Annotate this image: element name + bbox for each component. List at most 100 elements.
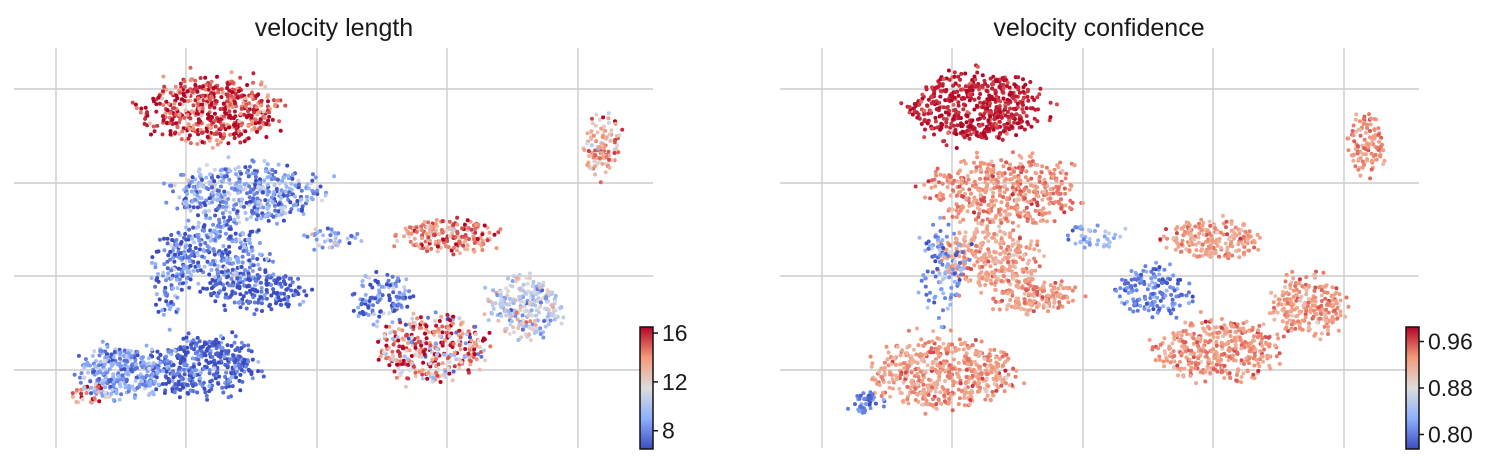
data-point [222, 354, 227, 359]
data-point [968, 92, 973, 97]
data-point [992, 232, 997, 236]
data-point [1008, 172, 1013, 176]
data-point [182, 266, 187, 271]
data-point [429, 350, 434, 355]
data-point [239, 171, 243, 176]
data-point [921, 273, 926, 278]
data-point [516, 326, 521, 330]
data-point [473, 324, 478, 329]
data-point [952, 259, 957, 264]
data-point [241, 232, 245, 236]
data-point [933, 274, 938, 279]
data-point [204, 393, 209, 398]
data-point [1068, 182, 1073, 187]
data-point [985, 275, 990, 280]
data-point [999, 158, 1004, 163]
data-point [236, 89, 241, 94]
data-point [276, 276, 281, 281]
data-point [406, 336, 411, 341]
data-point [1053, 280, 1058, 285]
data-point [256, 120, 261, 125]
data-point [1010, 242, 1015, 247]
data-point [979, 198, 984, 203]
data-point [208, 180, 213, 185]
data-point [248, 241, 252, 246]
data-point [117, 397, 122, 402]
data-point [403, 288, 408, 293]
data-point [440, 361, 445, 366]
data-point [178, 81, 183, 86]
data-point [231, 207, 236, 212]
data-point [947, 250, 952, 255]
data-point [1042, 289, 1046, 293]
data-point [527, 325, 532, 330]
data-point [985, 173, 990, 178]
data-point [926, 298, 931, 303]
data-point [218, 140, 223, 145]
data-point [435, 249, 440, 254]
data-point [209, 268, 214, 272]
data-point [222, 189, 227, 194]
data-point [244, 290, 249, 295]
data-point [243, 104, 248, 109]
data-point [166, 253, 171, 258]
data-point [126, 386, 131, 390]
data-point [347, 241, 352, 246]
data-point [1022, 127, 1027, 132]
data-point [170, 106, 175, 111]
data-point [511, 325, 516, 330]
data-point [491, 288, 496, 293]
data-point [922, 182, 927, 187]
data-point [283, 189, 288, 194]
data-point [996, 259, 1001, 264]
data-point [937, 247, 942, 252]
data-point [957, 184, 962, 189]
data-point [266, 198, 271, 203]
data-point [240, 197, 245, 202]
data-point [374, 270, 379, 274]
data-point [1004, 212, 1009, 217]
data-point [925, 305, 930, 310]
data-point [197, 85, 202, 89]
data-point [531, 279, 536, 284]
data-point [956, 387, 961, 392]
data-point [472, 241, 477, 245]
data-point [171, 375, 176, 380]
data-point [162, 262, 167, 267]
data-point [964, 196, 969, 201]
data-point [978, 241, 983, 246]
data-point [221, 257, 226, 262]
data-point [488, 344, 493, 349]
data-point [418, 315, 423, 320]
data-point [1004, 307, 1009, 312]
data-point [438, 380, 443, 384]
data-point [592, 159, 597, 164]
data-point [934, 107, 939, 112]
data-point [238, 140, 243, 145]
data-point [266, 99, 270, 104]
data-point [1001, 82, 1006, 87]
data-point [88, 363, 92, 368]
data-point [210, 145, 215, 150]
data-point [977, 211, 982, 216]
data-point [396, 338, 401, 343]
data-point [387, 363, 392, 368]
data-point [194, 341, 199, 346]
data-point [396, 327, 401, 332]
data-point [451, 245, 456, 250]
data-point [223, 127, 228, 132]
data-point [182, 363, 187, 368]
data-point [945, 175, 950, 180]
data-point [1056, 199, 1061, 204]
data-point [1040, 164, 1045, 169]
data-point [279, 212, 284, 217]
data-point [897, 386, 902, 391]
data-point [188, 65, 193, 70]
data-point [998, 229, 1003, 234]
data-point [974, 227, 979, 232]
data-point [1005, 196, 1010, 201]
data-point [212, 366, 217, 371]
data-point [599, 126, 604, 131]
data-point [1025, 94, 1030, 99]
data-point [239, 201, 244, 206]
